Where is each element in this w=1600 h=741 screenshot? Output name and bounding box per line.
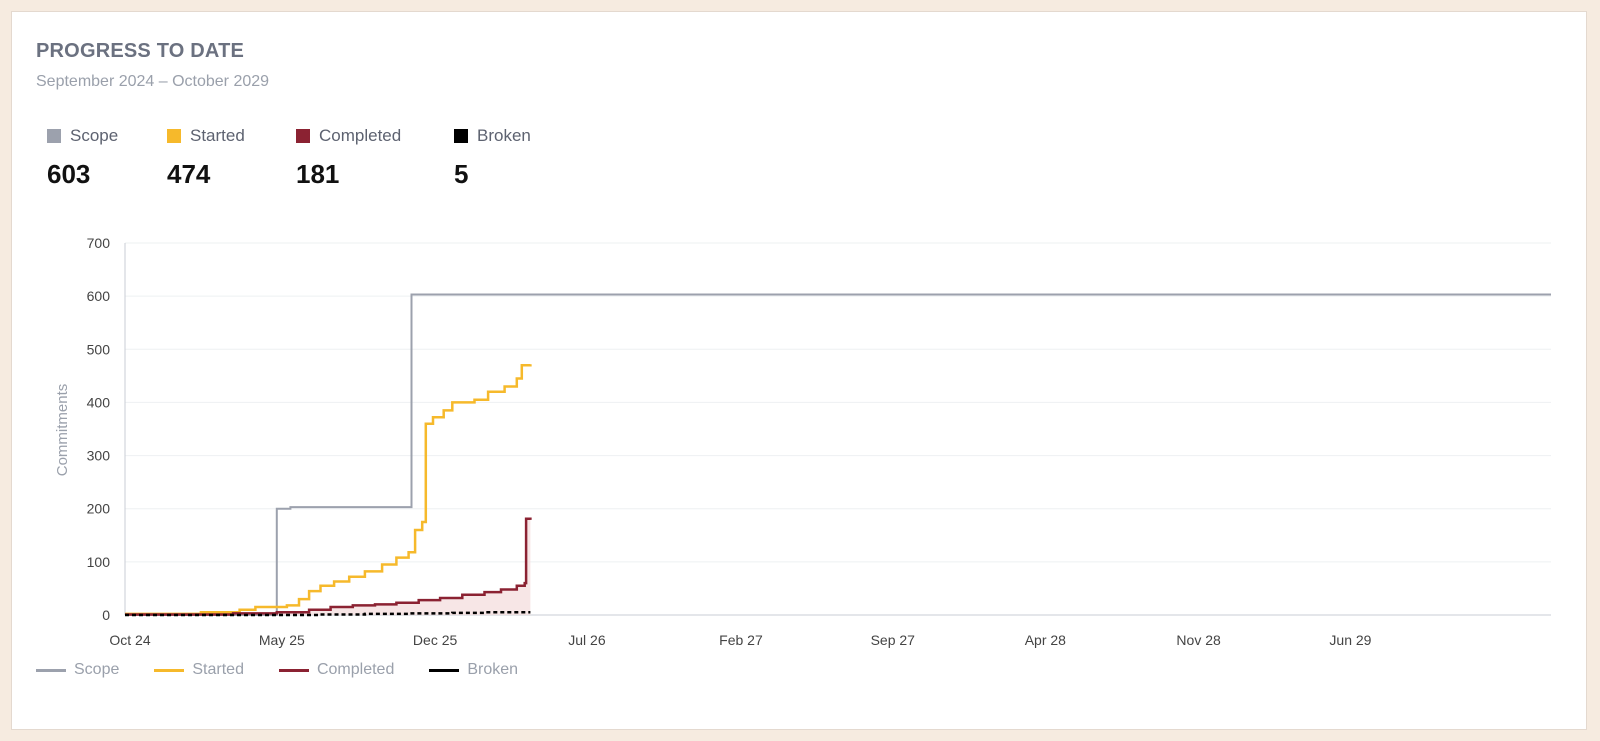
x-tick-label: Apr 28 (1025, 632, 1066, 648)
progress-card (11, 11, 1587, 730)
stat-label: Completed (319, 126, 402, 145)
legend-item-broken[interactable]: Broken (429, 661, 518, 679)
y-tick-label: 200 (87, 501, 111, 517)
legend-label: Completed (316, 661, 395, 678)
y-tick-label: 600 (87, 288, 111, 304)
series-line-broken (125, 611, 531, 617)
x-tick-label: Jul 26 (568, 632, 606, 648)
legend-line (278, 668, 309, 672)
stat-completed: Completed 181 (296, 126, 401, 190)
started-swatch (167, 129, 181, 143)
stat-label: Broken (477, 126, 531, 145)
y-axis-label: Commitments (54, 384, 71, 477)
x-tick-label: Oct 24 (109, 632, 150, 648)
y-tick-label: 400 (87, 394, 111, 410)
legend-line (429, 668, 460, 672)
date-range: September 2024 – October 2029 (36, 73, 270, 90)
y-tick-label: 0 (102, 607, 110, 623)
series-line-completed (125, 517, 532, 616)
x-tick-label: Feb 27 (719, 632, 763, 648)
stat-value: 474 (167, 159, 211, 189)
legend-line (36, 668, 66, 672)
stat-started: Started 474 (167, 126, 245, 190)
y-tick-label: 500 (87, 341, 111, 357)
chart-title: PROGRESS TO DATE (36, 40, 245, 62)
series-line-scope (125, 293, 1551, 616)
x-tick-label: Sep 27 (871, 632, 916, 648)
completed-swatch (296, 129, 310, 143)
stat-label: Started (190, 126, 245, 145)
x-tick-label: Nov 28 (1176, 632, 1221, 648)
stat-scope: Scope 603 (47, 126, 118, 190)
stat-label: Scope (70, 126, 119, 145)
legend-item-completed[interactable]: Completed (278, 661, 395, 679)
stat-value: 5 (454, 159, 469, 189)
legend-item-started[interactable]: Started (154, 661, 244, 679)
y-tick-label: 700 (87, 235, 111, 251)
x-tick-label: Dec 25 (413, 632, 458, 648)
y-tick-label: 100 (87, 554, 111, 570)
y-tick-label: 300 (87, 448, 111, 464)
legend-label: Broken (467, 661, 519, 678)
legend-label: Started (192, 661, 244, 678)
legend-line (154, 668, 185, 672)
legend-item-scope[interactable]: Scope (36, 661, 119, 679)
completed-area (125, 518, 531, 615)
x-tick-label: May 25 (259, 632, 305, 648)
stat-value: 181 (296, 159, 340, 189)
scope-swatch (47, 129, 61, 143)
stat-value: 603 (47, 159, 91, 189)
legend-label: Scope (74, 661, 120, 678)
broken-swatch (454, 129, 468, 143)
series-line-started (125, 363, 532, 616)
x-tick-label: Jun 29 (1329, 632, 1371, 648)
stat-broken: Broken 5 (454, 126, 531, 190)
chart-legend: Scope Started Completed Broken (36, 661, 553, 679)
